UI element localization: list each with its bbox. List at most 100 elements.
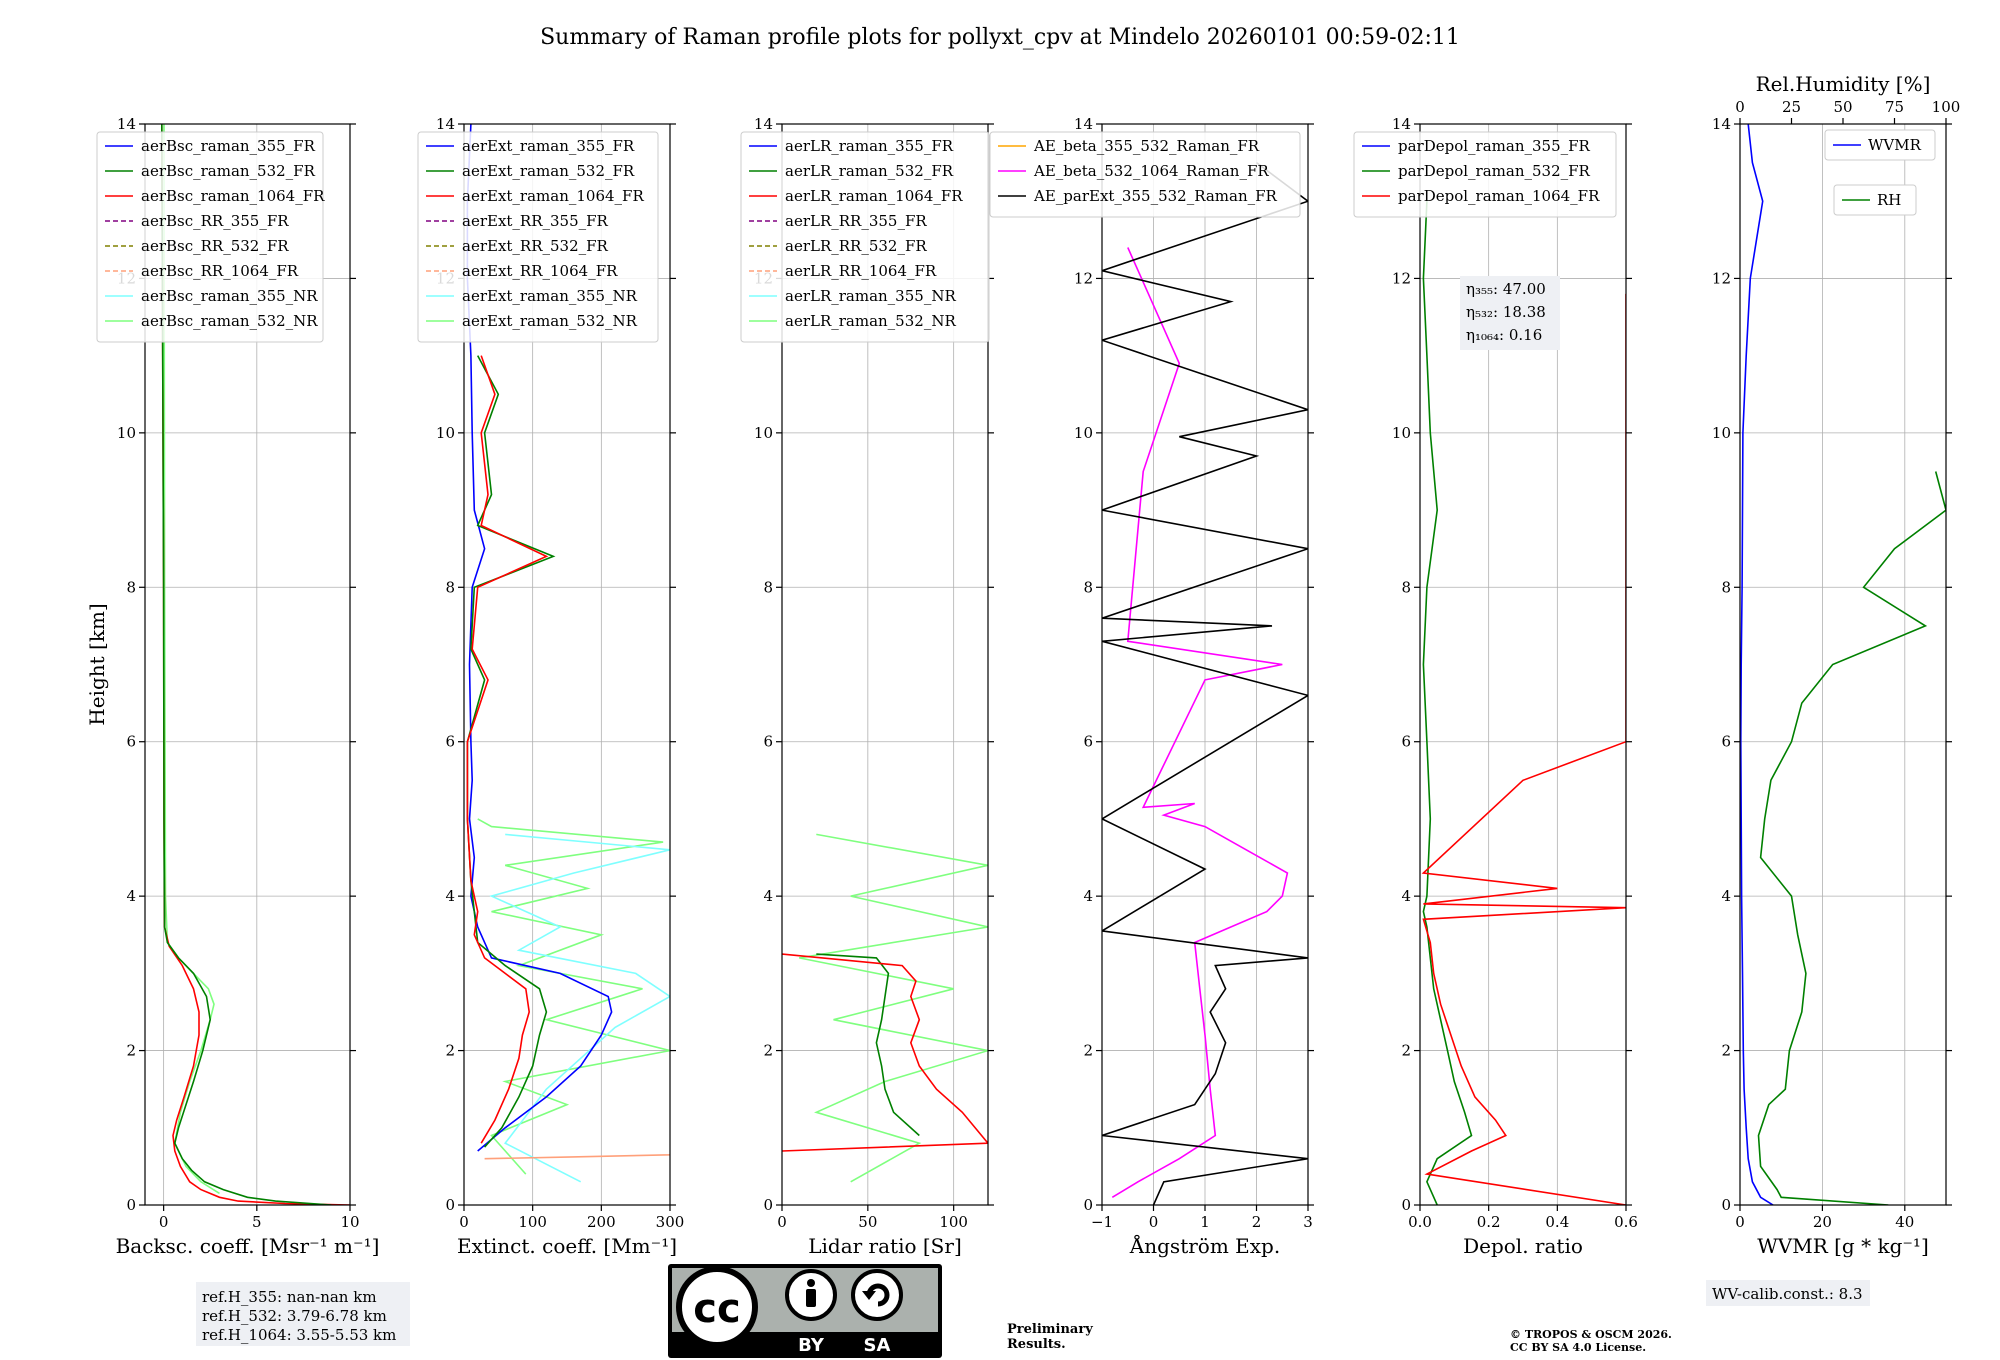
- series-group-ae: [1102, 161, 1308, 1205]
- legend-label-bsc-6: aerBsc_raman_355_NR: [141, 287, 318, 305]
- y-tick-label-5: 10: [436, 424, 455, 442]
- y-tick-label-5: 10: [1392, 424, 1411, 442]
- legend-label-ext-0: aerExt_raman_355_FR: [462, 137, 635, 155]
- y-tick-label-5: 10: [1712, 424, 1731, 442]
- y-tick-label-1: 2: [126, 1042, 136, 1060]
- x-tick-label-4: 3: [1303, 1213, 1313, 1231]
- y-tick-label-2: 4: [445, 887, 455, 905]
- y-tick-label-2: 4: [763, 887, 773, 905]
- y-tick-label-2: 4: [1401, 887, 1411, 905]
- legend-bsc: aerBsc_raman_355_FR aerBsc_raman_532_FRae…: [96, 131, 325, 343]
- y-tick-label-1: 2: [1083, 1042, 1093, 1060]
- y-tick-label-4: 8: [126, 578, 136, 596]
- legend-depol: parDepol_raman_355_FR parDepol_raman_532_…: [1353, 131, 1617, 218]
- legend-label-depol-1: parDepol_raman_532_FR: [1398, 162, 1591, 180]
- legend-label-bsc-1: aerBsc_raman_532_FR: [141, 162, 316, 180]
- eta-annotation: η₃₅₅: 47.00 η₅₃₂: 18.38 η₁₀₆₄: 0.16: [1460, 276, 1560, 350]
- x-tick-label-3: 2: [1252, 1213, 1262, 1231]
- legend-wvmr: WVMR: [1824, 129, 1936, 161]
- eta-line-1: η₅₃₂: 18.38: [1466, 303, 1546, 321]
- y-tick-label-7: 14: [754, 115, 773, 133]
- legend-label-rh: RH: [1877, 191, 1901, 209]
- x-tick-label-0: 0.0: [1408, 1213, 1432, 1231]
- cc-logo-text: cc: [693, 1286, 740, 1332]
- x-tick-label-2: 1: [1200, 1213, 1210, 1231]
- wv-calib-box: WV-calib.const.: 8.3: [1706, 1280, 1870, 1306]
- x-axis-label-depol: Depol. ratio: [1463, 1234, 1583, 1258]
- y-tick-label-2: 4: [126, 887, 136, 905]
- series-depol-1: [1421, 293, 1626, 1205]
- y-tick-label-7: 14: [436, 115, 455, 133]
- legend-box-lr: [740, 131, 990, 343]
- top-x-tick-label-0: 0: [1735, 98, 1745, 116]
- legend-label-bsc-5: aerBsc_RR_1064_FR: [141, 262, 299, 280]
- y-tick-label-5: 10: [1074, 424, 1093, 442]
- sa-recycle-icon: [851, 1269, 903, 1321]
- series-ae-0: [1111, 247, 1289, 1198]
- y-axis-label: Height [km]: [85, 603, 109, 725]
- legend-box-bsc: [96, 131, 324, 343]
- legend-ext: aerExt_raman_355_FR aerExt_raman_532_FRae…: [417, 131, 659, 343]
- y-tick-label-0: 0: [1721, 1196, 1731, 1214]
- legend-label-ext-4: aerExt_RR_532_FR: [462, 237, 609, 255]
- y-tick-label-2: 4: [1083, 887, 1093, 905]
- y-tick-label-7: 14: [1392, 115, 1411, 133]
- x-tick-label-2: 100: [939, 1213, 968, 1231]
- series-bsc-2: [161, 124, 332, 1205]
- x-tick-label-2: 0.4: [1545, 1213, 1569, 1231]
- ref-height-box: ref.H_355: nan-nan km ref.H_532: 3.79-6.…: [196, 1282, 410, 1346]
- top-x-tick-label-3: 75: [1885, 98, 1904, 116]
- y-tick-label-5: 10: [117, 424, 136, 442]
- legend-label-ae-2: AE_parExt_355_532_Raman_FR: [1033, 187, 1278, 205]
- series-ext-2: [484, 1153, 670, 1160]
- y-tick-label-3: 6: [1401, 733, 1411, 751]
- x-axis-label-ext: Extinct. coeff. [Mm⁻¹]: [457, 1234, 677, 1258]
- legend-box-depol: [1353, 131, 1617, 218]
- top-x-tick-label-1: 25: [1782, 98, 1801, 116]
- legend-label-lr-6: aerLR_raman_355_NR: [785, 287, 956, 305]
- ref-h-355: ref.H_355: nan-nan km: [202, 1288, 377, 1306]
- legend-label-lr-0: aerLR_raman_355_FR: [785, 137, 954, 155]
- y-tick-label-3: 6: [1721, 733, 1731, 751]
- legend-rh: RH: [1833, 184, 1917, 216]
- panel-ext: 010020030002468101214Extinct. coeff. [Mm…: [417, 115, 684, 1258]
- x-tick-label-1: 0: [1149, 1213, 1159, 1231]
- series-ext-5: [466, 355, 549, 1144]
- legend-label-lr-4: aerLR_RR_532_FR: [785, 237, 927, 255]
- eta-box: [1460, 276, 1560, 350]
- x-tick-label-2: 10: [340, 1213, 359, 1231]
- x-tick-label-1: 0.2: [1477, 1213, 1501, 1231]
- y-tick-label-2: 4: [1721, 887, 1731, 905]
- top-x-tick-label-4: 100: [1932, 98, 1961, 116]
- panel-lr: 05010002468101214Lidar ratio [Sr]aerLR_r…: [740, 115, 994, 1258]
- legend-label-lr-5: aerLR_RR_1064_FR: [785, 262, 937, 280]
- y-tick-label-7: 14: [1074, 115, 1093, 133]
- series-lr-2: [782, 953, 988, 1152]
- x-tick-label-0: 0: [777, 1213, 787, 1231]
- series-lr-0: [799, 833, 988, 1183]
- legend-label-depol-0: parDepol_raman_355_FR: [1398, 137, 1591, 155]
- y-tick-label-0: 0: [1401, 1196, 1411, 1214]
- y-tick-label-4: 8: [1721, 578, 1731, 596]
- series-wv-1: [1757, 471, 1946, 1205]
- x-axis-label-lr: Lidar ratio [Sr]: [808, 1234, 962, 1258]
- series-depol-0: [1422, 201, 1473, 1205]
- x-tick-label-0: 0: [1735, 1213, 1745, 1231]
- legend-box-rh: [1833, 184, 1917, 216]
- series-lr-1: [816, 953, 920, 1137]
- panel-wv: 0 20 40 0 2 4 6 8 10 12 14 WVMR [g * kg⁻¹] 0 25 50 75 10…: [1712, 72, 1960, 1258]
- y-tick-label-5: 10: [754, 424, 773, 442]
- legend-label-lr-1: aerLR_raman_532_FR: [785, 162, 954, 180]
- x-axis-label-wv: WVMR [g * kg⁻¹]: [1757, 1234, 1929, 1258]
- legend-label-bsc-4: aerBsc_RR_532_FR: [141, 237, 289, 255]
- y-tick-label-3: 6: [126, 733, 136, 751]
- legend-label-ext-6: aerExt_raman_355_NR: [462, 287, 638, 305]
- x-tick-label-2: 40: [1895, 1213, 1914, 1231]
- y-tick-label-1: 2: [445, 1042, 455, 1060]
- ref-h-532: ref.H_532: 3.79-6.78 km: [202, 1307, 387, 1325]
- wv-calib-text: WV-calib.const.: 8.3: [1712, 1285, 1863, 1303]
- legend-label-ext-5: aerExt_RR_1064_FR: [462, 262, 618, 280]
- y-tick-label-6: 12: [1712, 269, 1731, 287]
